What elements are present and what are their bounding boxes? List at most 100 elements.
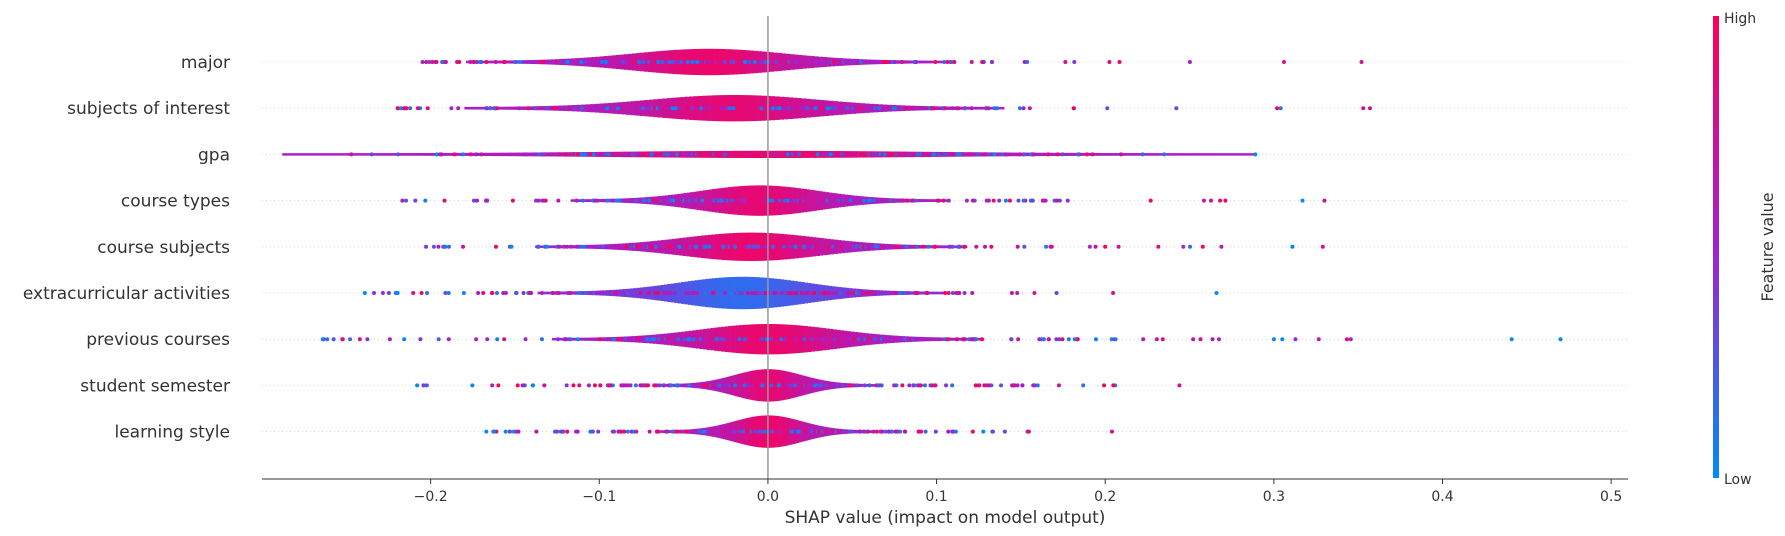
violin-slice [490,60,495,64]
sample-dot [812,429,817,434]
sample-dot [785,429,790,434]
violin-slice [591,337,596,341]
violin-slice [571,58,576,66]
sample-dot [520,383,525,388]
sample-dot [892,383,897,388]
violin-slice [945,106,951,110]
x-tick-label: 0.1 [925,489,947,505]
sample-dot [822,60,827,64]
violin-slice [576,104,582,112]
violin-slice [570,199,575,202]
sample-dot [591,152,596,157]
violin-slice [731,325,736,353]
sample-dot [575,337,580,342]
sample-dot [625,291,630,295]
violin-slice [749,324,754,355]
sample-dot [551,291,556,295]
sample-dot [874,244,879,249]
sample-dot [851,198,856,203]
violin-slice [657,240,662,254]
sample-dot [540,198,545,203]
sample-dot [633,383,638,388]
violin-slice [829,427,832,436]
violin-slice [614,151,623,158]
sample-dot [936,198,941,203]
violin-slice [927,60,932,64]
sample-dot [612,429,617,434]
sample-dot [1072,60,1077,64]
sample-dot [954,152,959,157]
violin-slice [934,291,938,295]
violin-slice [282,153,291,156]
sample-dot [701,337,706,342]
sample-dot [844,106,849,111]
violin-slice [695,329,700,349]
sample-dot [438,152,443,157]
sample-dot [399,106,404,111]
sample-dot [634,291,639,295]
sample-dot [878,429,883,434]
sample-dot [575,244,580,249]
sample-dot [586,383,591,388]
sample-dot [907,152,912,157]
sample-dot [834,152,839,157]
sample-dot [774,291,779,295]
sample-dot [1201,198,1206,203]
sample-dot [1030,198,1035,203]
sample-dot [687,198,692,203]
sample-dot [1075,152,1080,157]
outlier-dot [1253,152,1258,157]
violin-slice [338,153,348,156]
sample-dot [419,291,424,295]
sample-dot [700,60,705,64]
sample-dot [894,244,899,249]
outlier-dot [1290,244,1295,249]
sample-dot [737,198,742,203]
violin-slice [611,55,617,69]
sample-dot [871,152,876,157]
violin-slice [977,106,982,110]
sample-dot [534,198,539,203]
sample-dot [944,383,949,388]
violin-slice [800,421,803,443]
sample-dot [941,198,946,203]
sample-dot [831,383,836,388]
violin-slice [513,106,519,110]
sample-dot [1093,244,1098,249]
sample-dot [722,60,727,64]
violin-slice [668,430,672,434]
feature-label: extracurricular activities [23,284,230,304]
sample-dot [830,198,835,203]
outlier-dot [362,291,367,295]
sample-dot [665,337,670,342]
violin-slice [919,336,924,342]
violin-slice [933,337,938,342]
sample-dot [598,383,603,388]
violin-slice [747,95,753,122]
sample-dot [926,244,931,249]
sample-dot [1017,106,1022,111]
sample-dot [502,337,507,342]
sample-dot [793,383,798,388]
sample-dot [752,60,757,64]
sample-dot [443,291,448,295]
sample-dot [902,337,907,342]
sample-dot [1066,337,1071,342]
sample-dot [815,60,820,64]
sample-dot [1344,337,1349,342]
violin-slice [590,104,596,113]
violin-slice [561,291,566,295]
sample-dot [730,152,735,157]
sample-dot [999,383,1004,388]
sample-dot [844,198,849,203]
sample-dot [684,198,689,203]
sample-dot [703,244,708,249]
sample-dot [758,60,763,64]
sample-dot [931,152,936,157]
sample-dot [457,60,462,64]
sample-dot [835,337,840,342]
sample-dot [611,337,616,342]
sample-dot [939,152,944,157]
violin-slice [879,197,883,204]
violin-slice [699,382,702,389]
